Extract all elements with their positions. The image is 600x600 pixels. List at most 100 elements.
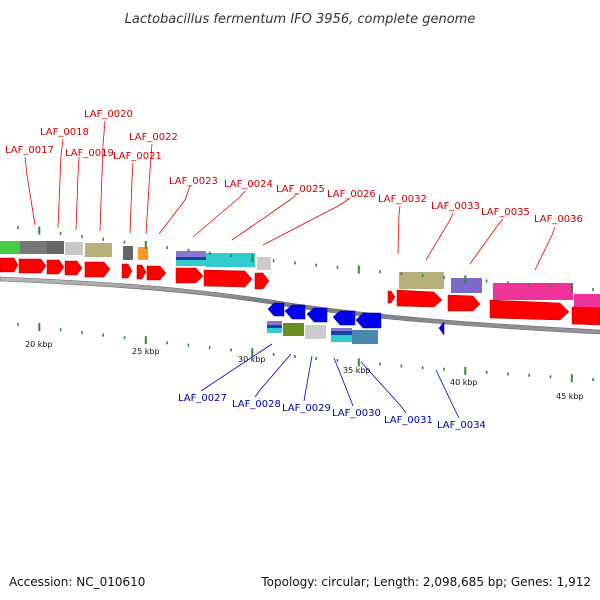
leader-line (435, 369, 460, 419)
gene-arrow-reverse[interactable] (267, 302, 285, 317)
feature-box[interactable] (257, 257, 271, 270)
gene-arrow-forward[interactable] (64, 260, 83, 276)
gene-label[interactable]: LAF_0026 (327, 189, 376, 200)
gene-arrow-forward[interactable] (84, 261, 111, 278)
gene-label[interactable]: LAF_0035 (481, 207, 530, 218)
gene-arrow-forward[interactable] (175, 267, 204, 284)
feature-box[interactable] (399, 272, 444, 289)
scale-ticks-top (17, 226, 594, 292)
feature-box[interactable] (47, 241, 64, 254)
accession-text: Accession: NC_010610 (9, 575, 145, 589)
gene-arrow-forward[interactable] (121, 263, 133, 279)
feature-box[interactable] (176, 257, 206, 260)
scale-label: 25 kbp (132, 347, 160, 356)
feature-box[interactable] (176, 260, 206, 266)
gene-label[interactable]: LAF_0033 (431, 201, 480, 212)
feature-box[interactable] (267, 325, 282, 328)
leader-lines-top (24, 120, 556, 271)
feature-box[interactable] (451, 278, 482, 293)
leader-line (57, 138, 64, 229)
feature-box[interactable] (267, 321, 282, 325)
gene-label[interactable]: LAF_0020 (84, 109, 133, 120)
gene-label[interactable]: LAF_0034 (437, 420, 486, 431)
gene-label[interactable]: LAF_0017 (5, 145, 54, 156)
gene-arrow-forward[interactable] (46, 259, 65, 275)
gene-label[interactable]: LAF_0019 (65, 148, 114, 159)
leader-line (231, 193, 298, 241)
feature-box[interactable] (138, 247, 148, 260)
feature-box[interactable] (176, 251, 206, 257)
gene-labels-bottom: LAF_0027 LAF_0028 LAF_0029 LAF_0030 LAF_… (178, 393, 486, 431)
gene-arrow-forward[interactable] (146, 265, 167, 281)
forward-genes (0, 257, 600, 326)
gene-arrow-forward[interactable] (136, 264, 147, 280)
feature-box[interactable] (267, 328, 282, 333)
feature-box[interactable] (0, 241, 20, 254)
feature-box[interactable] (331, 331, 352, 335)
leader-line (469, 218, 504, 265)
feature-track-top (0, 241, 600, 311)
gene-label[interactable]: LAF_0023 (169, 176, 218, 187)
reverse-genes (267, 302, 445, 336)
leader-line (99, 120, 106, 232)
leader-line (158, 185, 191, 235)
map-title: Lactobacillus fermentum IFO 3956, comple… (125, 12, 476, 27)
gene-label[interactable]: LAF_0027 (178, 393, 227, 404)
gene-label[interactable]: LAF_0028 (232, 399, 281, 410)
gene-arrow-forward[interactable] (0, 257, 19, 273)
feature-box[interactable] (123, 246, 133, 260)
gene-label[interactable]: LAF_0021 (113, 151, 162, 162)
feature-box[interactable] (331, 335, 352, 342)
gene-arrow-forward[interactable] (489, 299, 570, 321)
gene-arrow-forward[interactable] (18, 258, 47, 274)
feature-box[interactable] (283, 323, 304, 336)
feature-track-bottom (267, 321, 378, 344)
leader-line (425, 212, 454, 261)
gene-label[interactable]: LAF_0036 (534, 214, 583, 225)
feature-box[interactable] (305, 325, 326, 339)
scale-ticks-bottom (17, 322, 594, 383)
gene-label[interactable]: LAF_0024 (224, 179, 273, 190)
scale-label: 20 kbp (25, 340, 53, 349)
leader-lines-bottom (200, 343, 460, 419)
gene-label[interactable]: LAF_0029 (282, 403, 331, 414)
gene-arrow-forward[interactable] (447, 294, 481, 312)
gene-arrow-reverse[interactable] (284, 304, 306, 320)
scale-label: 40 kbp (450, 378, 478, 387)
gene-arrow-reverse[interactable] (355, 312, 382, 329)
gene-label[interactable]: LAF_0032 (378, 194, 427, 205)
gene-arrow-forward[interactable] (387, 290, 396, 304)
scale-label: 30 kbp (238, 355, 266, 364)
feature-box[interactable] (331, 328, 352, 331)
feature-box[interactable] (85, 243, 112, 257)
leader-line (303, 355, 313, 402)
gene-arrow-reverse[interactable] (306, 307, 328, 323)
feature-box[interactable] (20, 241, 47, 254)
topology-text: Topology: circular; Length: 2,098,685 bp… (260, 575, 591, 589)
leader-line (145, 143, 153, 235)
gene-label[interactable]: LAF_0031 (384, 415, 433, 426)
feature-box[interactable] (206, 253, 255, 267)
leader-line (262, 198, 350, 246)
leader-line (254, 353, 292, 398)
gene-label[interactable]: LAF_0022 (129, 132, 178, 143)
gene-arrow-forward[interactable] (254, 272, 270, 290)
gene-arrow-forward[interactable] (396, 289, 443, 308)
feature-box[interactable] (352, 330, 378, 344)
scale-label: 35 kbp (343, 366, 371, 375)
leader-line (129, 162, 134, 234)
gene-label[interactable]: LAF_0025 (276, 184, 325, 195)
gene-arrow-forward[interactable] (571, 306, 600, 326)
gene-arrow-reverse[interactable] (332, 310, 356, 326)
feature-box[interactable] (574, 294, 600, 311)
gene-arrow-reverse[interactable] (438, 321, 445, 336)
gene-label[interactable]: LAF_0018 (40, 127, 89, 138)
gene-label[interactable]: LAF_0030 (332, 408, 381, 419)
feature-box[interactable] (493, 283, 573, 300)
gene-arrow-forward[interactable] (203, 269, 253, 288)
feature-box[interactable] (65, 242, 83, 255)
leader-line (24, 156, 36, 226)
leader-line (75, 156, 80, 231)
leader-line (192, 190, 246, 238)
